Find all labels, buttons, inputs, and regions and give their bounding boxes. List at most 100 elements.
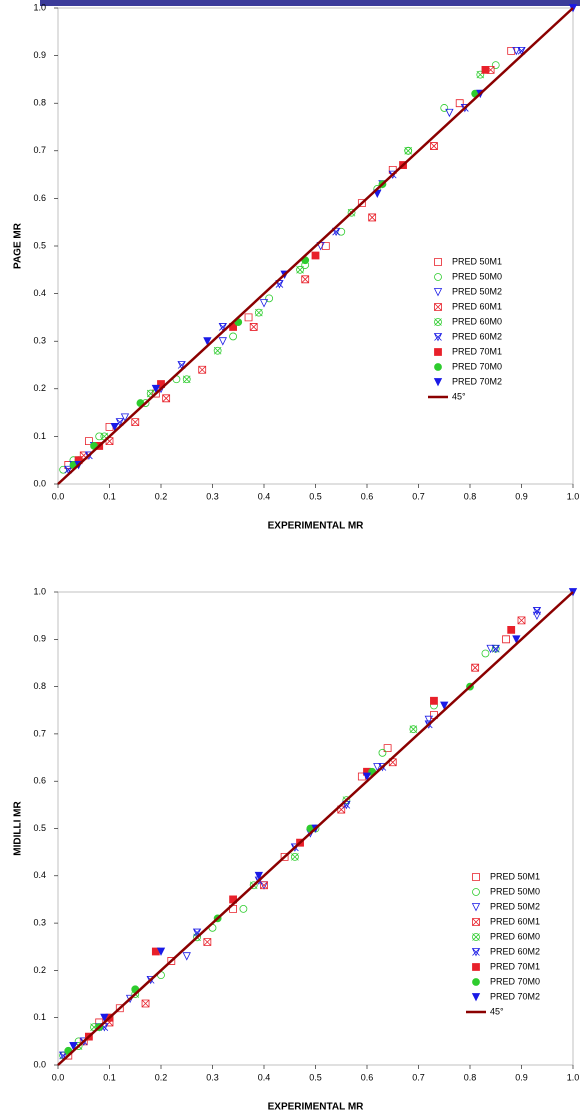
data-point [440,701,449,710]
legend-marker [472,918,480,926]
legend-label: PRED 70M0 [490,976,540,986]
legend-label: PRED 60M0 [490,931,540,941]
legend-marker [472,978,480,986]
data-point [296,265,304,274]
data-point [115,1004,124,1013]
legend-label: PRED 50M0 [490,886,540,896]
x-tick-label: 0.8 [464,1072,477,1082]
legend-label: 45° [452,391,466,401]
legend-marker [472,933,480,941]
legend-marker [434,363,442,371]
x-tick-label: 0.4 [258,491,271,501]
x-tick-label: 0.3 [206,491,219,501]
data-point [167,957,176,965]
y-tick-label: 0.7 [33,728,46,738]
data-point [311,251,320,260]
y-tick-label: 0.3 [33,917,46,927]
legend-marker [434,318,442,326]
data-point [280,852,289,861]
y-tick-label: 0.9 [33,634,46,644]
x-tick-label: 1.0 [567,491,580,501]
y-tick-label: 0.3 [33,336,46,346]
data-point [213,346,222,355]
data-point [151,384,160,394]
data-point [481,65,490,74]
legend-marker [433,333,443,342]
data-point [203,938,212,946]
data-point [95,432,104,441]
data-point [368,213,377,222]
legend-label: PRED 60M1 [452,301,502,311]
x-tick-label: 0.7 [412,1072,425,1082]
data-point [491,644,500,654]
data-point [424,715,433,725]
data-point [69,1042,78,1051]
y-tick-label: 0.5 [33,240,46,250]
legend-label: PRED 50M0 [452,271,502,281]
y-axis-label: PAGE MR [13,222,24,269]
legend-label: 45° [490,1006,504,1016]
data-point [229,905,237,913]
data-point [156,947,166,956]
data-point [218,337,227,346]
data-point [445,108,454,118]
y-tick-label: 0.8 [33,681,46,691]
legend-marker [471,903,481,912]
legend-label: PRED 50M2 [490,901,540,911]
data-point [357,772,366,781]
data-point [239,905,248,913]
legend-label: PRED 70M0 [452,361,502,371]
x-tick-label: 0.9 [515,491,528,501]
data-point [409,725,418,734]
x-tick-label: 1.0 [567,1072,580,1082]
data-point [182,952,191,961]
legend-marker [434,258,442,266]
x-axis-label: EXPERIMENTAL MR [268,1102,365,1113]
x-tick-label: 0.1 [103,491,116,501]
y-axis-label: MIDILLI MR [13,801,24,856]
x-tick-label: 0.0 [52,1072,65,1082]
x-tick-label: 0.0 [52,491,65,501]
data-point [373,763,382,772]
y-tick-label: 0.4 [33,288,46,298]
header-bar [40,0,580,6]
y-tick-label: 1.0 [33,2,46,12]
data-point [182,375,191,384]
legend-label: PRED 60M2 [490,946,540,956]
y-tick-label: 0.0 [33,1059,46,1069]
data-point [481,649,490,658]
data-point [254,871,263,881]
y-tick-label: 0.2 [33,965,46,975]
y-tick-label: 1.0 [33,586,46,596]
data-point [301,275,310,284]
data-point [491,61,500,70]
x-tick-label: 0.9 [515,1072,528,1082]
x-tick-label: 0.5 [309,491,322,501]
y-tick-label: 0.9 [33,50,46,60]
legend-label: PRED 50M1 [490,871,540,881]
data-point [430,696,438,705]
data-point [151,947,160,956]
y-tick-label: 0.1 [33,431,46,441]
data-point [362,772,372,781]
x-tick-label: 0.1 [103,1072,116,1082]
y-tick-label: 0.0 [33,478,46,488]
data-point [378,748,387,757]
legend-label: PRED 50M2 [452,286,502,296]
data-point [517,616,526,625]
data-point [198,365,207,374]
data-point [471,663,480,672]
legend-marker [433,378,443,387]
y-tick-label: 0.5 [33,823,46,833]
x-tick-label: 0.7 [412,491,425,501]
y-tick-label: 0.2 [33,383,46,393]
legend-marker [472,888,480,896]
reference-line [57,591,574,1066]
data-point [259,299,269,308]
data-point [404,146,413,155]
legend-marker [434,348,442,356]
data-point [512,635,521,644]
x-tick-label: 0.2 [155,491,168,501]
data-point [120,413,130,422]
